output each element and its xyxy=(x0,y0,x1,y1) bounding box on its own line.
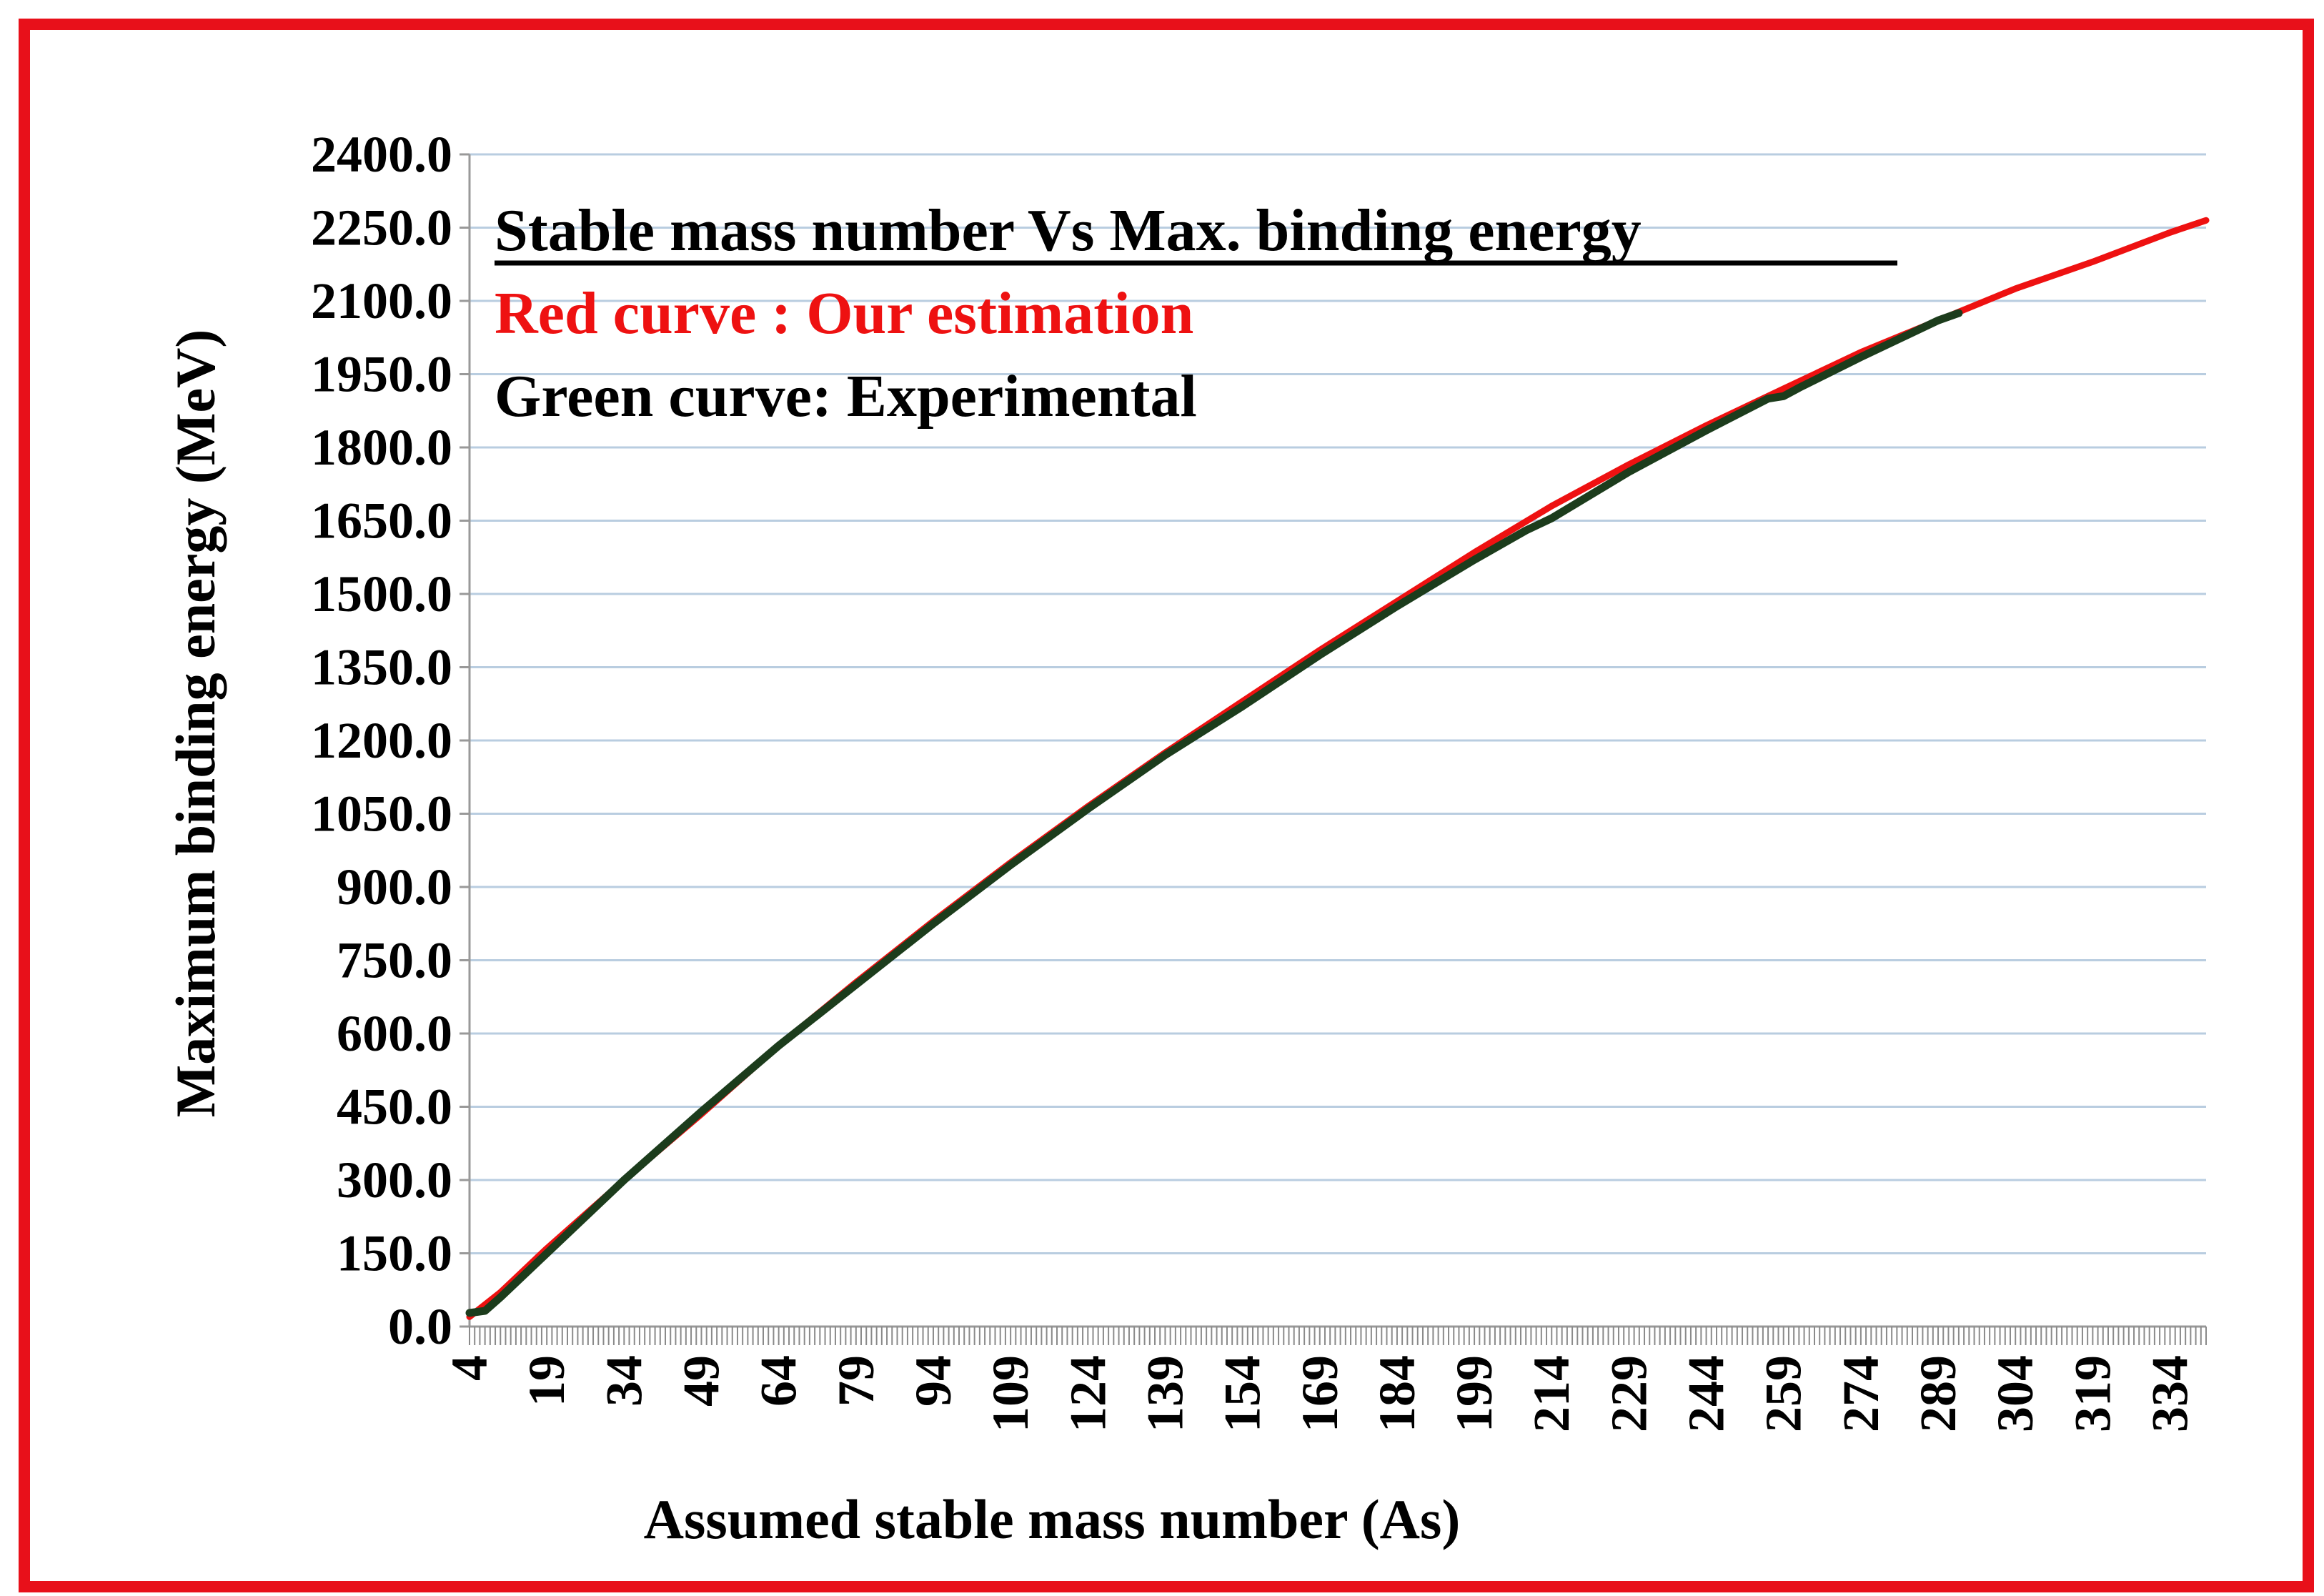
y-tick-label: 750.0 xyxy=(337,932,452,989)
y-tick-label: 300.0 xyxy=(337,1151,452,1209)
y-tick-label: 0.0 xyxy=(388,1298,452,1355)
x-tick-label: 289 xyxy=(1910,1355,1967,1432)
binding-energy-chart: 0.0 150.0 300.0 450.0 600.0 750.0 900.0 1050.0 1… xyxy=(164,126,2210,1550)
x-tick-label: 259 xyxy=(1755,1355,1812,1432)
x-tick-label: 154 xyxy=(1214,1355,1271,1432)
x-tick-label: 109 xyxy=(982,1355,1039,1432)
y-axis-title: Maximum binding energy (MeV) xyxy=(164,329,227,1118)
x-axis-title: Assumed stable mass number (As) xyxy=(644,1488,1461,1550)
x-tick-label: 319 xyxy=(2064,1355,2121,1432)
x-tick-label: 274 xyxy=(1832,1355,1890,1432)
y-tick-labels: 0.0 150.0 300.0 450.0 600.0 750.0 900.0 1050.0 1… xyxy=(311,126,452,1355)
y-tick-label: 150.0 xyxy=(337,1225,452,1282)
axes xyxy=(460,153,2207,1345)
chart-frame: 0.0 150.0 300.0 450.0 600.0 750.0 900.0 1050.0 1… xyxy=(19,19,2314,1592)
x-tick-label: 169 xyxy=(1291,1355,1349,1432)
y-tick-label: 1500.0 xyxy=(311,565,452,623)
x-tick-label: 304 xyxy=(1987,1355,2044,1432)
y-tick-label: 1950.0 xyxy=(311,346,452,403)
x-tick-label: 94 xyxy=(905,1355,962,1407)
series-lines xyxy=(465,217,2210,1320)
y-tick-label: 1350.0 xyxy=(311,639,452,696)
x-tick-label: 229 xyxy=(1600,1355,1657,1432)
series-line-experimental xyxy=(465,309,1963,1317)
x-tick-label: 4 xyxy=(441,1355,498,1381)
green-curve-note: Green curve: Experimental xyxy=(495,363,1197,430)
gridlines xyxy=(470,153,2206,1254)
y-tick-label: 600.0 xyxy=(337,1005,452,1062)
y-tick-label: 900.0 xyxy=(337,858,452,916)
x-tick-label: 49 xyxy=(672,1355,730,1407)
y-tick-label: 1800.0 xyxy=(311,419,452,476)
chart-heading: Stable mass number Vs Max. binding energ… xyxy=(495,197,1642,264)
y-tick-label: 1200.0 xyxy=(311,712,452,769)
x-tick-label: 244 xyxy=(1678,1355,1735,1432)
x-tick-label: 334 xyxy=(2142,1355,2199,1432)
red-curve-note: Red curve : Our estimation xyxy=(495,280,1193,347)
x-tick-label: 64 xyxy=(750,1355,808,1407)
x-tick-label: 184 xyxy=(1369,1355,1426,1432)
x-tick-label: 34 xyxy=(595,1355,652,1407)
x-tick-label: 124 xyxy=(1059,1355,1116,1432)
x-tick-label: 214 xyxy=(1523,1355,1580,1432)
x-tick-label: 19 xyxy=(518,1355,575,1407)
y-tick-label: 2400.0 xyxy=(311,126,452,183)
y-tick-label: 1050.0 xyxy=(311,785,452,843)
x-tick-labels: 4 19 34 49 64 79 94 109 124 139 154 169 184 199 214 229… xyxy=(441,1355,2199,1432)
y-tick-label: 1650.0 xyxy=(311,492,452,550)
y-tick-label: 2250.0 xyxy=(311,199,452,257)
x-tick-label: 199 xyxy=(1446,1355,1503,1432)
x-tick-label: 79 xyxy=(828,1355,885,1407)
y-tick-label: 450.0 xyxy=(337,1079,452,1136)
y-tick-label: 2100.0 xyxy=(311,272,452,329)
x-tick-label: 139 xyxy=(1136,1355,1193,1432)
